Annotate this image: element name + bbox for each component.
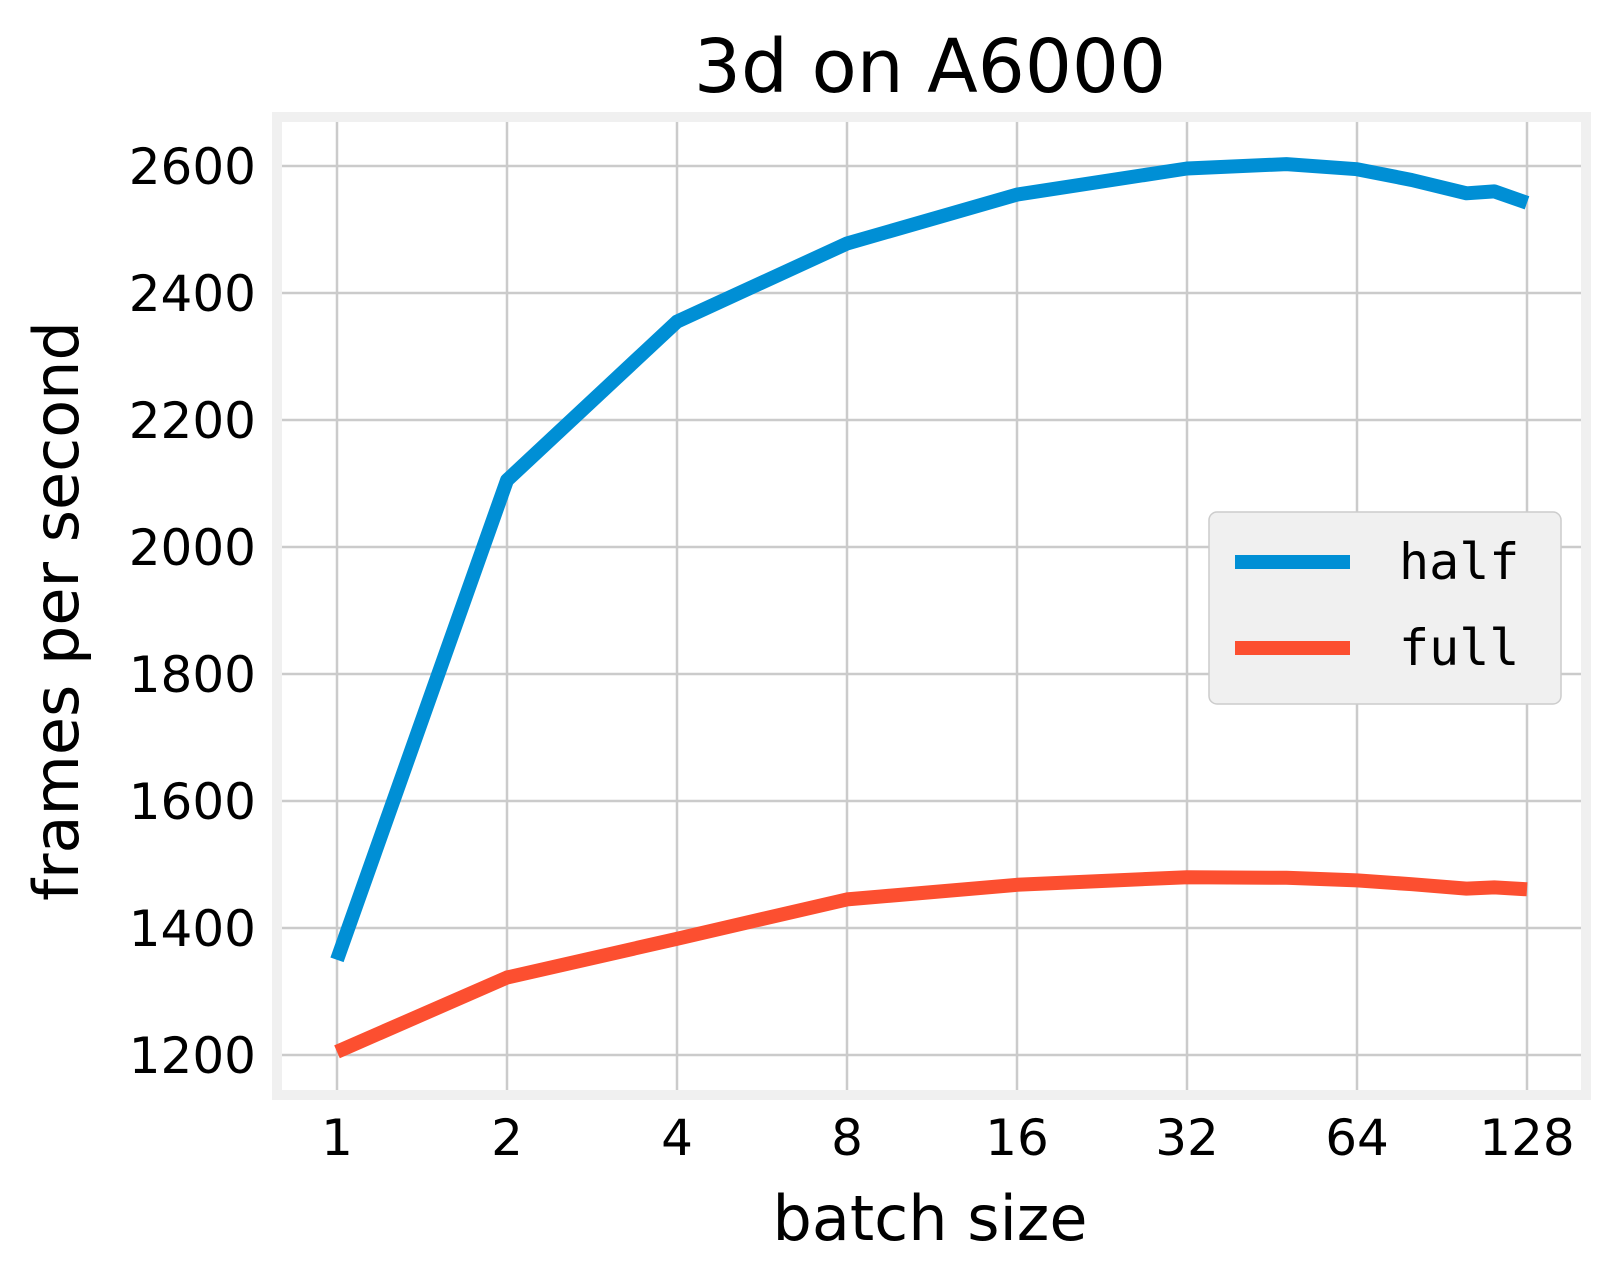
y-tick-label: 2200 <box>129 392 256 450</box>
x-tick-label: 16 <box>985 1109 1049 1167</box>
x-tick-label: 8 <box>831 1109 863 1167</box>
legend-label-full: full <box>1399 619 1519 677</box>
x-tick-label: 1 <box>321 1109 353 1167</box>
chart-title: 3d on A6000 <box>694 24 1166 110</box>
legend: half full <box>1208 511 1562 705</box>
y-tick-label: 2600 <box>129 138 256 196</box>
legend-entries: half full <box>1235 533 1519 677</box>
y-tick-label: 1800 <box>129 646 256 704</box>
y-tick-label: 1600 <box>129 773 256 831</box>
x-axis-title: batch size <box>773 1182 1088 1255</box>
x-tick-label: 4 <box>661 1109 693 1167</box>
series-line-full <box>334 870 1528 1059</box>
x-tick-label: 128 <box>1479 1109 1574 1167</box>
y-tick-label: 2000 <box>129 519 256 577</box>
series-line-half <box>330 157 1530 963</box>
y-tick-label: 1400 <box>129 900 256 958</box>
tick-label-layer: 1 2 4 8 16 32 64 128 1200 1400 1600 1800 2000 2200 240… <box>129 138 1575 1167</box>
x-tick-label: 32 <box>1155 1109 1219 1167</box>
x-tick-label: 2 <box>491 1109 523 1167</box>
y-axis-title: frames per second <box>20 321 93 901</box>
y-tick-label: 2400 <box>129 265 256 323</box>
legend-label-half: half <box>1399 533 1519 591</box>
y-tick-label: 1200 <box>129 1027 256 1085</box>
x-tick-label: 64 <box>1325 1109 1389 1167</box>
series-layer <box>330 157 1530 1059</box>
